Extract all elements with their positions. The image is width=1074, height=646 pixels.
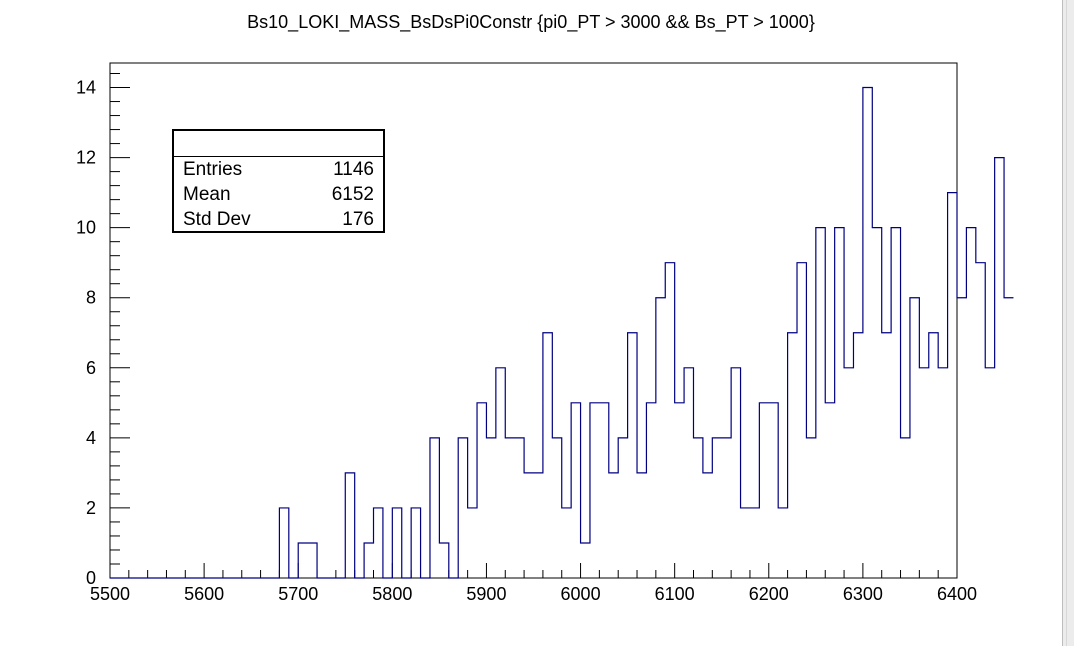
- x-tick-label: 5600: [184, 584, 224, 604]
- y-tick-label: 6: [86, 358, 96, 378]
- x-tick-label: 6300: [843, 584, 883, 604]
- y-tick-label: 14: [76, 78, 96, 98]
- stats-row-std-dev: Std Dev 176: [174, 207, 383, 232]
- y-tick-label: 8: [86, 288, 96, 308]
- x-tick-label: 6100: [655, 584, 695, 604]
- stats-box: Entries 1146 Mean 6152 Std Dev 176: [172, 129, 385, 233]
- y-tick-label: 0: [86, 568, 96, 588]
- stats-label-entries: Entries: [183, 159, 243, 180]
- window-scrollbar[interactable]: [1062, 0, 1074, 646]
- stats-value-entries: 1146: [333, 159, 374, 180]
- axis-tick-labels: 5500 5600 5700 5800 5900 6000 6100 6200 6300 6400…: [76, 78, 977, 604]
- stats-row-mean: Mean 6152: [174, 182, 383, 207]
- stats-row-entries: Entries 1146: [174, 157, 383, 182]
- x-tick-label: 5900: [466, 584, 506, 604]
- histogram-series-line: [110, 86, 1014, 579]
- plot-title: Bs10_LOKI_MASS_BsDsPi0Constr {pi0_PT > 3…: [247, 12, 815, 32]
- y-tick-label: 4: [86, 428, 96, 448]
- x-tick-label: 5800: [372, 584, 412, 604]
- stats-value-mean: 6152: [331, 184, 374, 205]
- x-tick-label: 6200: [749, 584, 789, 604]
- y-tick-label: 12: [76, 148, 96, 168]
- scrollbar-track-line: [1066, 0, 1067, 646]
- stats-header: [174, 131, 383, 157]
- stats-label-mean: Mean: [183, 184, 231, 205]
- x-tick-label: 6000: [561, 584, 601, 604]
- x-tick-label: 5500: [90, 584, 130, 604]
- stats-value-std-dev: 176: [342, 209, 374, 230]
- y-tick-label: 2: [86, 498, 96, 518]
- stats-label-std-dev: Std Dev: [183, 209, 251, 230]
- x-tick-label: 6400: [937, 584, 977, 604]
- y-tick-label: 10: [76, 218, 96, 238]
- x-tick-label: 5700: [278, 584, 318, 604]
- plot-frame: [109, 62, 958, 579]
